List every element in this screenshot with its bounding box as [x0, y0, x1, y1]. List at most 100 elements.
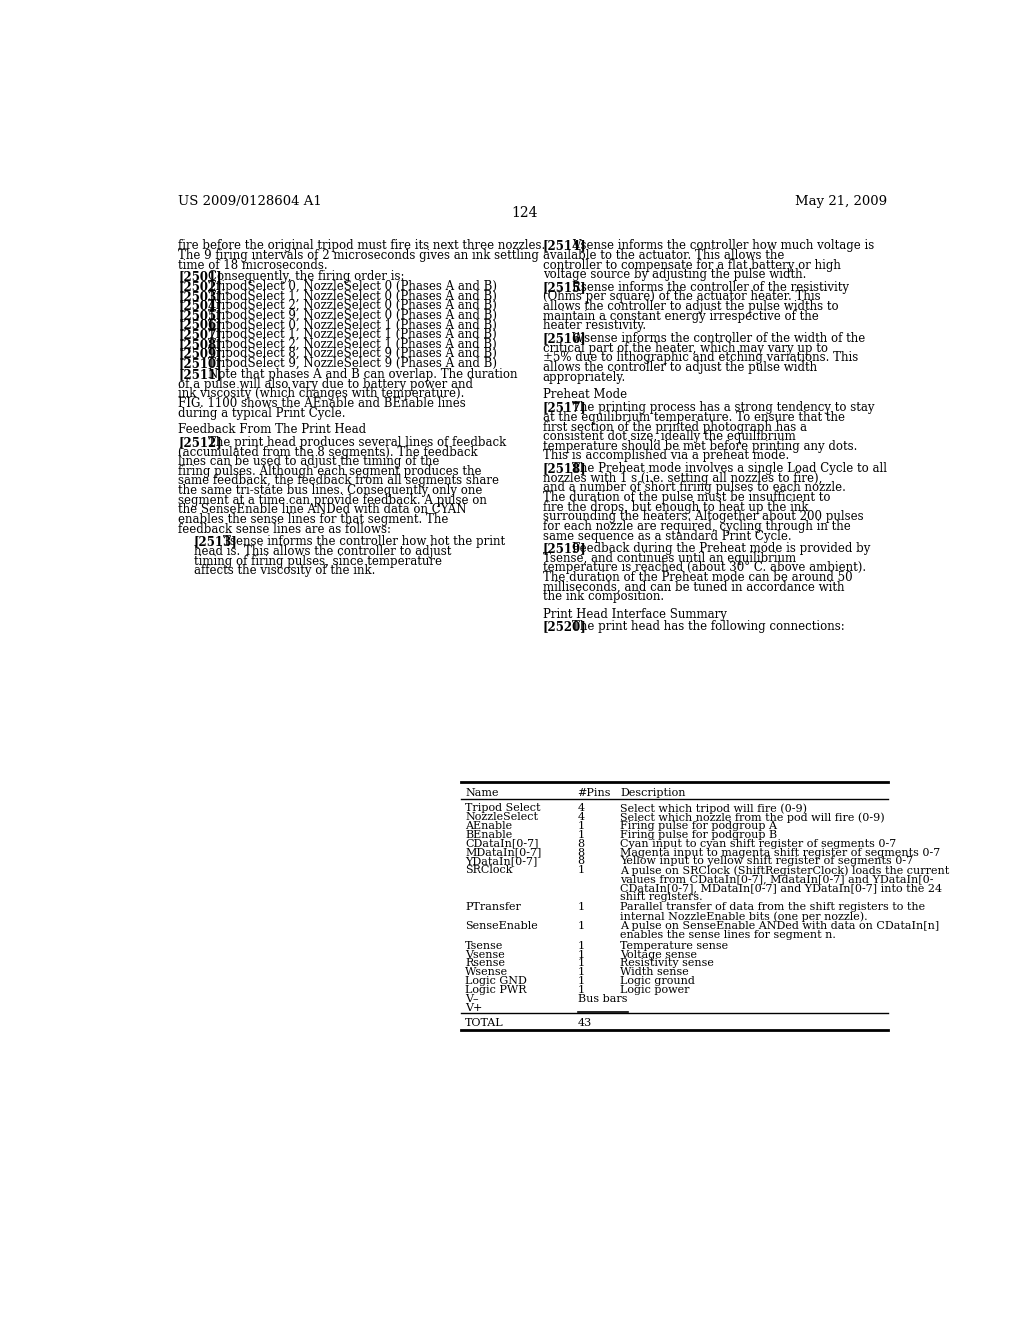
Text: Resistivity sense: Resistivity sense: [621, 958, 714, 969]
Text: 4: 4: [578, 804, 585, 813]
Text: lines can be used to adjust the timing of the: lines can be used to adjust the timing o…: [178, 455, 439, 469]
Text: This is accomplished via a preheat mode.: This is accomplished via a preheat mode.: [543, 449, 788, 462]
Text: ±5% due to lithographic and etching variations. This: ±5% due to lithographic and etching vari…: [543, 351, 858, 364]
Text: during a typical Print Cycle.: during a typical Print Cycle.: [178, 407, 346, 420]
Text: [2509]: [2509]: [178, 347, 222, 360]
Text: 1: 1: [578, 958, 585, 969]
Text: feedback sense lines are as follows:: feedback sense lines are as follows:: [178, 523, 391, 536]
Text: (accumulated from the 8 segments). The feedback: (accumulated from the 8 segments). The f…: [178, 446, 478, 458]
Text: BEnable: BEnable: [465, 830, 512, 840]
Text: the same tri-state bus lines. Consequently only one: the same tri-state bus lines. Consequent…: [178, 484, 482, 498]
Text: firing pulses. Although each segment produces the: firing pulses. Although each segment pro…: [178, 465, 482, 478]
Text: 1: 1: [578, 830, 585, 840]
Text: V+: V+: [465, 1003, 482, 1012]
Text: temperature is reached (about 30° C. above ambient).: temperature is reached (about 30° C. abo…: [543, 561, 865, 574]
Text: YDataIn[0-7]: YDataIn[0-7]: [465, 857, 538, 866]
Text: Firing pulse for podgroup B: Firing pulse for podgroup B: [621, 830, 777, 840]
Text: [2510]: [2510]: [178, 358, 222, 370]
Text: Width sense: Width sense: [621, 968, 689, 977]
Text: segment at a time can provide feedback. A pulse on: segment at a time can provide feedback. …: [178, 494, 487, 507]
Text: Magenta input to magenta shift register of segments 0-7: Magenta input to magenta shift register …: [621, 847, 940, 858]
Text: Wsense: Wsense: [465, 968, 508, 977]
Text: The Preheat mode involves a single Load Cycle to all: The Preheat mode involves a single Load …: [572, 462, 887, 475]
Text: same feedback, the feedback from all segments share: same feedback, the feedback from all seg…: [178, 474, 500, 487]
Text: internal NozzleEnable bits (one per nozzle).: internal NozzleEnable bits (one per nozz…: [621, 911, 867, 921]
Text: enables the sense lines for segment n.: enables the sense lines for segment n.: [621, 931, 836, 940]
Text: Wsense informs the controller of the width of the: Wsense informs the controller of the wid…: [572, 333, 865, 345]
Text: Rsense: Rsense: [465, 958, 505, 969]
Text: fire before the original tripod must fire its next three nozzles.: fire before the original tripod must fir…: [178, 239, 546, 252]
Text: Rsense informs the controller of the resistivity: Rsense informs the controller of the res…: [572, 281, 849, 294]
Text: 1: 1: [578, 921, 585, 932]
Text: shift registers.: shift registers.: [621, 892, 702, 902]
Text: US 2009/0128604 A1: US 2009/0128604 A1: [178, 195, 323, 209]
Text: nozzles with 1 s (i.e. setting all nozzles to fire),: nozzles with 1 s (i.e. setting all nozzl…: [543, 471, 822, 484]
Text: 8: 8: [578, 857, 585, 866]
Text: [2512]: [2512]: [178, 436, 222, 449]
Text: A pulse on SRClock (ShiftRegisterClock) loads the current: A pulse on SRClock (ShiftRegisterClock) …: [621, 866, 949, 876]
Text: AEnable: AEnable: [465, 821, 512, 832]
Text: [2514]: [2514]: [543, 239, 587, 252]
Text: Description: Description: [621, 788, 686, 799]
Text: 1: 1: [578, 903, 585, 912]
Text: Tsense, and continues until an equilibrium: Tsense, and continues until an equilibri…: [543, 552, 796, 565]
Text: V–: V–: [465, 994, 479, 1003]
Text: head is. This allows the controller to adjust: head is. This allows the controller to a…: [194, 545, 452, 558]
Text: controller to compensate for a flat battery or high: controller to compensate for a flat batt…: [543, 259, 841, 272]
Text: TOTAL: TOTAL: [465, 1018, 504, 1028]
Text: Logic PWR: Logic PWR: [465, 985, 526, 995]
Text: The duration of the pulse must be insufficient to: The duration of the pulse must be insuff…: [543, 491, 830, 504]
Text: [2502]: [2502]: [178, 280, 222, 293]
Text: heater resistivity.: heater resistivity.: [543, 319, 646, 333]
Text: [2501]: [2501]: [178, 271, 222, 284]
Text: 8: 8: [578, 847, 585, 858]
Text: Feedback From The Print Head: Feedback From The Print Head: [178, 422, 367, 436]
Text: Consequently, the firing order is:: Consequently, the firing order is:: [208, 271, 404, 284]
Text: SenseEnable: SenseEnable: [465, 921, 538, 932]
Text: May 21, 2009: May 21, 2009: [796, 195, 888, 209]
Text: Name: Name: [465, 788, 499, 799]
Text: 1: 1: [578, 985, 585, 995]
Text: [2513]: [2513]: [194, 536, 238, 548]
Text: at the equilibrium temperature. To ensure that the: at the equilibrium temperature. To ensur…: [543, 411, 845, 424]
Text: Print Head Interface Summary: Print Head Interface Summary: [543, 607, 726, 620]
Text: Cyan input to cyan shift register of segments 0-7: Cyan input to cyan shift register of seg…: [621, 838, 896, 849]
Text: same sequence as a standard Print Cycle.: same sequence as a standard Print Cycle.: [543, 529, 792, 543]
Text: ink viscosity (which changes with temperature).: ink viscosity (which changes with temper…: [178, 388, 465, 400]
Text: the ink composition.: the ink composition.: [543, 590, 664, 603]
Text: TripodSelect 2, NozzleSelect 1 (Phases A and B): TripodSelect 2, NozzleSelect 1 (Phases A…: [208, 338, 497, 351]
Text: available to the actuator. This allows the: available to the actuator. This allows t…: [543, 249, 784, 261]
Text: 1: 1: [578, 949, 585, 960]
Text: and a number of short firing pulses to each nozzle.: and a number of short firing pulses to e…: [543, 482, 846, 495]
Text: NozzleSelect: NozzleSelect: [465, 812, 539, 822]
Text: 1: 1: [578, 941, 585, 950]
Text: (Ohms per square) of the actuator heater. This: (Ohms per square) of the actuator heater…: [543, 290, 820, 304]
Text: of a pulse will also vary due to battery power and: of a pulse will also vary due to battery…: [178, 378, 473, 391]
Text: [2516]: [2516]: [543, 333, 587, 345]
Text: maintain a constant energy irrespective of the: maintain a constant energy irrespective …: [543, 310, 818, 322]
Text: 4: 4: [578, 812, 585, 822]
Text: surrounding the heaters. Altogether about 200 pulses: surrounding the heaters. Altogether abou…: [543, 511, 863, 523]
Text: Vsense: Vsense: [465, 949, 505, 960]
Text: [2517]: [2517]: [543, 401, 587, 414]
Text: [2515]: [2515]: [543, 281, 587, 294]
Text: [2507]: [2507]: [178, 329, 222, 341]
Text: [2518]: [2518]: [543, 462, 587, 475]
Text: 1: 1: [578, 968, 585, 977]
Text: SRClock: SRClock: [465, 866, 513, 875]
Text: Vsense informs the controller how much voltage is: Vsense informs the controller how much v…: [572, 239, 874, 252]
Text: Feedback during the Preheat mode is provided by: Feedback during the Preheat mode is prov…: [572, 543, 870, 556]
Text: [2519]: [2519]: [543, 543, 587, 556]
Text: enables the sense lines for that segment. The: enables the sense lines for that segment…: [178, 513, 449, 525]
Text: [2504]: [2504]: [178, 300, 222, 313]
Text: Logic GND: Logic GND: [465, 977, 527, 986]
Text: MDataIn[0-7]: MDataIn[0-7]: [465, 847, 542, 858]
Text: 1: 1: [578, 866, 585, 875]
Text: for each nozzle are required, cycling through in the: for each nozzle are required, cycling th…: [543, 520, 850, 533]
Text: values from CDataIn[0-7], MdataIn[0-7] and YDataIn[0-: values from CDataIn[0-7], MdataIn[0-7] a…: [621, 874, 934, 884]
Text: [2520]: [2520]: [543, 620, 587, 634]
Text: CDataIn[0-7]: CDataIn[0-7]: [465, 838, 539, 849]
Text: CDataIn[0-7], MDataIn[0-7] and YDataIn[0-7] into the 24: CDataIn[0-7], MDataIn[0-7] and YDataIn[0…: [621, 883, 942, 892]
Text: The 9 firing intervals of 2 microseconds gives an ink settling: The 9 firing intervals of 2 microseconds…: [178, 249, 540, 261]
Text: [2506]: [2506]: [178, 318, 222, 331]
